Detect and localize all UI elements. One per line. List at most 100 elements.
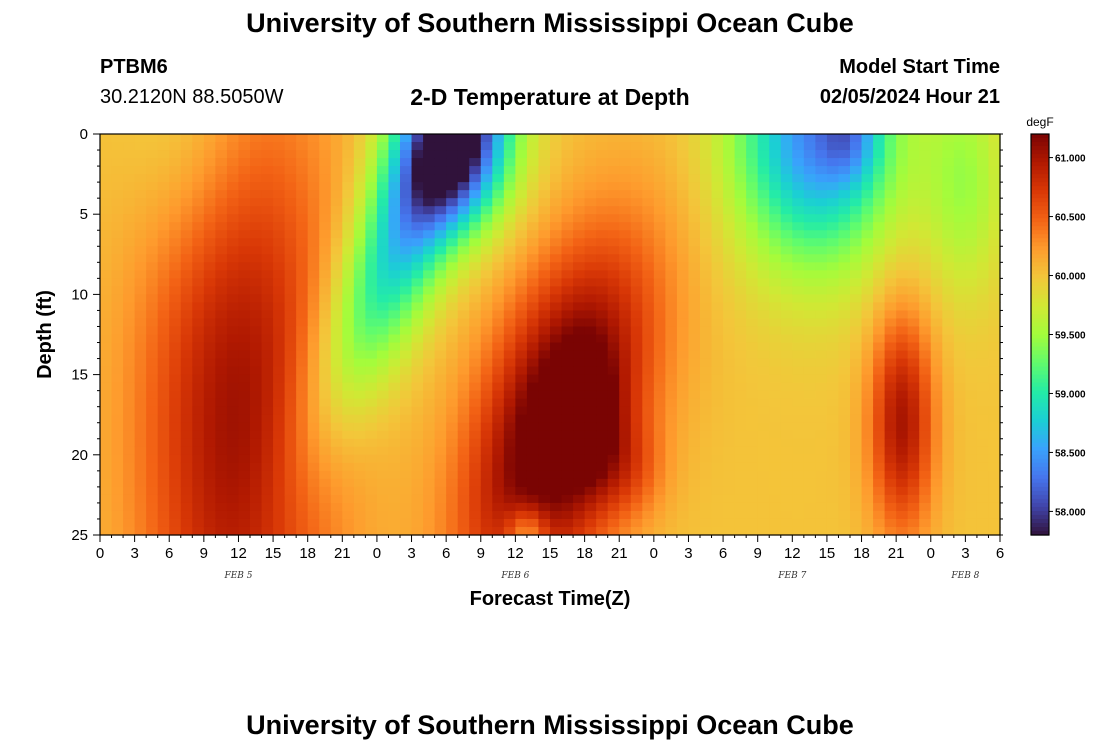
heatmap-cell [803,470,816,480]
heatmap-cell [942,222,955,231]
heatmap-cell [319,142,332,151]
heatmap-cell [180,334,193,344]
heatmap-cell [296,270,309,279]
heatmap-cell [815,446,828,456]
heatmap-cell [273,414,286,424]
heatmap-cell [780,238,793,247]
heatmap-cell [457,230,470,239]
heatmap-cell [803,366,816,376]
heatmap-cell [653,182,666,191]
heatmap-cell [573,214,586,223]
colorbar-segment [1031,274,1049,279]
heatmap-cell [953,166,966,175]
heatmap-cell [238,302,251,312]
heatmap-cell [550,502,563,512]
heatmap-cell [550,150,563,159]
heatmap-cell [134,134,147,143]
heatmap-cell [342,406,355,416]
heatmap-cell [307,262,320,271]
heatmap-cell [157,526,170,536]
heatmap-cell [434,294,447,304]
heatmap-cell [838,486,851,496]
heatmap-cell [123,326,136,336]
heatmap-cell [411,222,424,231]
heatmap-cell [376,230,390,239]
heatmap-cell [492,502,505,512]
heatmap-cell [826,422,840,432]
heatmap-cell [861,166,874,175]
heatmap-cell [538,230,551,239]
heatmap-cell [203,398,216,408]
heatmap-cell [734,478,747,488]
heatmap-cell [388,470,401,480]
heatmap-cell [388,254,401,263]
heatmap-cell [665,158,678,167]
heatmap-cell [157,518,170,528]
heatmap-cell [965,310,978,320]
heatmap-cell [676,366,690,376]
heatmap-cell [676,318,690,328]
heatmap-cell [503,518,516,528]
heatmap-cell [896,254,909,263]
colorbar-segment [1031,146,1049,151]
heatmap-cell [284,342,297,352]
heatmap-cell [515,438,528,448]
heatmap-cell [850,470,863,480]
heatmap-cell [653,150,666,159]
heatmap-cell [884,254,897,263]
heatmap-cell [296,302,309,312]
heatmap-cell [238,222,251,231]
heatmap-cell [100,326,113,336]
heatmap-cell [296,422,309,432]
heatmap-cell [538,150,551,159]
heatmap-cell [988,334,1001,344]
heatmap-cell [157,230,170,239]
heatmap-cell [792,406,805,416]
heatmap-cell [550,286,563,295]
heatmap-cell [400,502,413,512]
heatmap-cell [976,358,990,368]
heatmap-cell [111,430,124,440]
heatmap-cell [423,206,436,215]
heatmap-cell [434,454,447,464]
heatmap-cell [700,358,713,368]
heatmap-cell [457,174,470,183]
heatmap-cell [261,278,274,287]
heatmap-cell [550,414,563,424]
heatmap-cell [838,182,851,191]
heatmap-cell [342,134,355,143]
heatmap-cell [976,142,990,151]
heatmap-cell [723,518,736,528]
heatmap-cell [146,286,159,295]
heatmap-cell [123,150,136,159]
heatmap-cell [123,238,136,247]
heatmap-cell [815,486,828,496]
heatmap-cell [688,166,701,175]
heatmap-cell [515,310,528,320]
heatmap-cell [688,198,701,207]
heatmap-cell [780,366,793,376]
heatmap-cell [965,454,978,464]
heatmap-cell [434,310,447,320]
heatmap-cell [469,358,482,368]
heatmap-cell [146,206,159,215]
heatmap-cell [203,158,216,167]
heatmap-cell [607,182,620,191]
heatmap-cell [180,238,193,247]
heatmap-cell [769,462,782,472]
heatmap-cell [734,526,747,536]
heatmap-cell [873,470,886,480]
heatmap-cell [192,158,205,167]
heatmap-cell [157,342,170,352]
heatmap-cell [630,318,643,328]
heatmap-cell [423,294,436,304]
heatmap-cell [988,406,1001,416]
heatmap-cell [665,526,678,536]
heatmap-cell [896,238,909,247]
heatmap-cell [757,134,770,143]
heatmap-cell [792,382,805,392]
colorbar-segment [1031,270,1049,275]
heatmap-cell [919,150,932,159]
heatmap-cell [896,366,909,376]
heatmap-cell [584,438,597,448]
